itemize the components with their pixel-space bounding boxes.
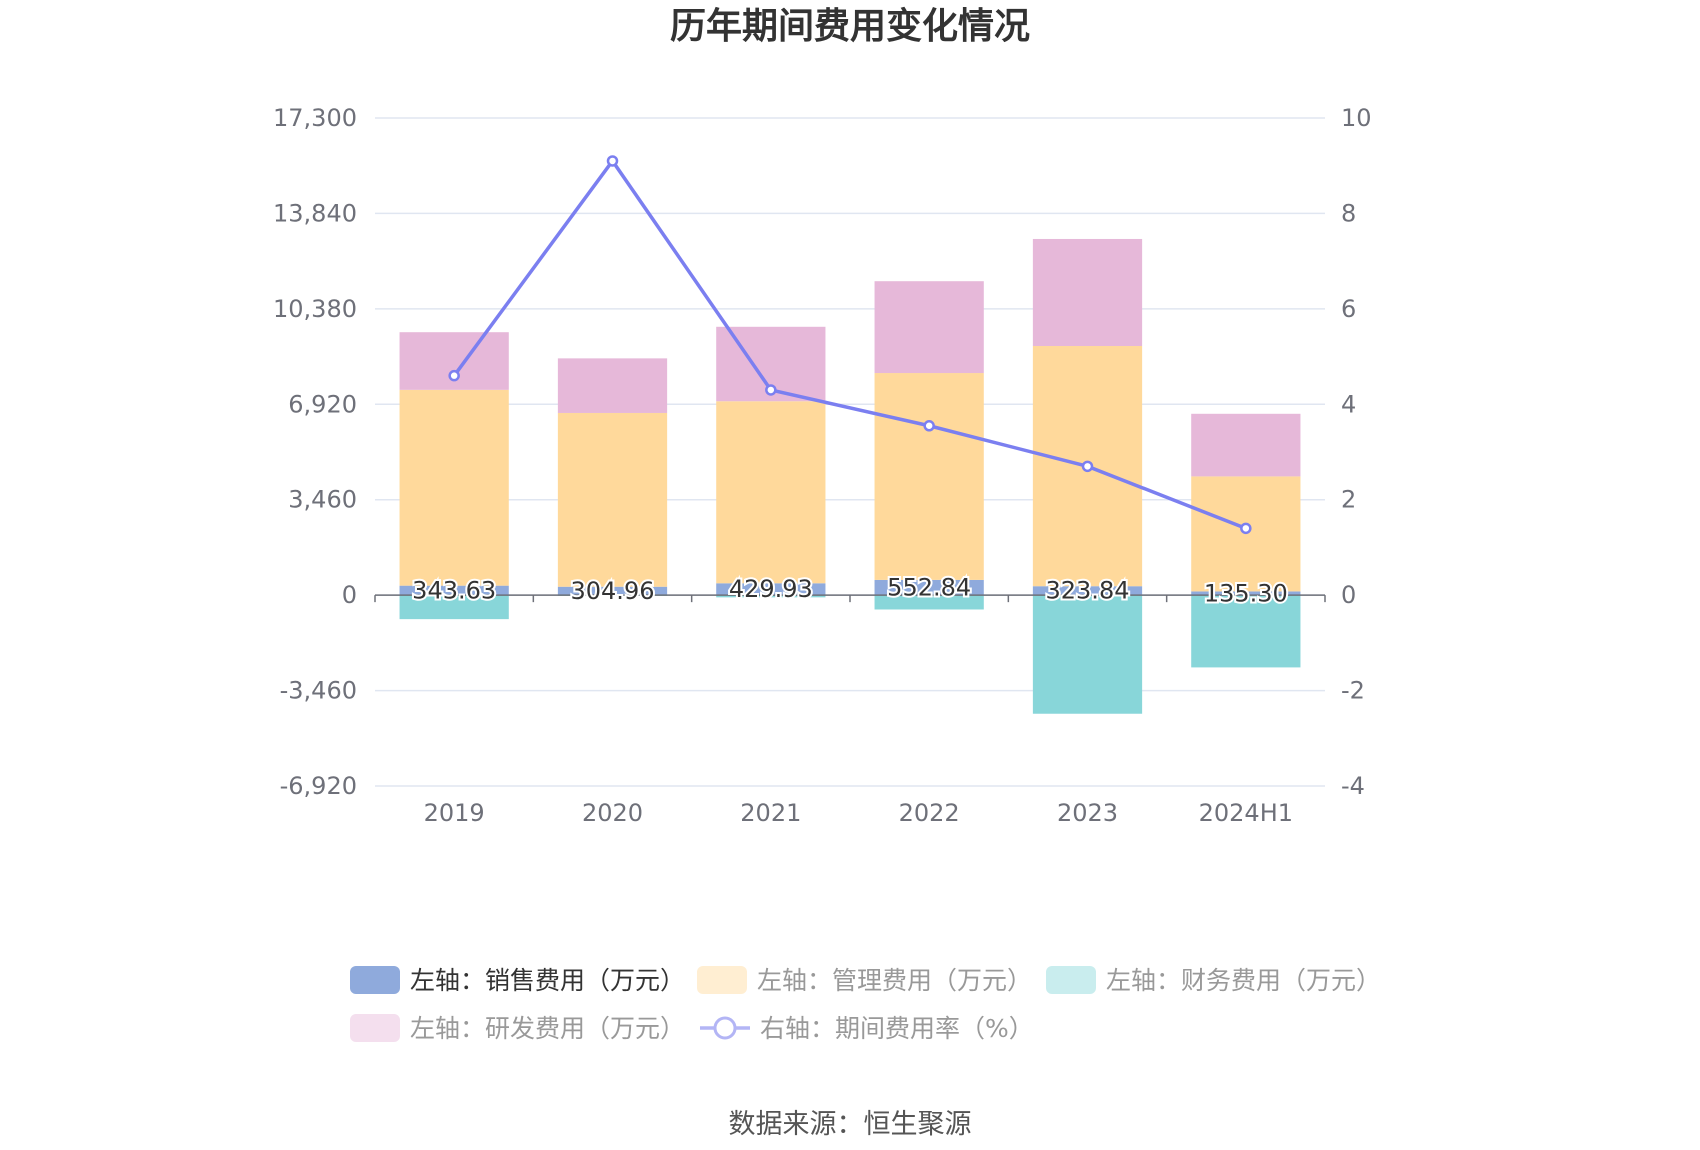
left-tick-label: 17,300 (273, 104, 357, 132)
legend-label: 左轴：财务费用（万元） (1106, 966, 1381, 995)
x-axis (374, 594, 1326, 603)
bars (399, 238, 1301, 714)
legend: 左轴：销售费用（万元） 左轴：管理费用（万元） 左轴：财务费用（万元） 左轴：研发费用… (350, 966, 1381, 1043)
bar-series2-2022 (874, 373, 984, 580)
right-tick-label: 4 (1341, 390, 1356, 418)
bar-series1-2024H1 (1191, 591, 1301, 596)
gridlines (375, 117, 1325, 787)
rate-point-2024H1 (1240, 522, 1252, 535)
x-axis-labels: 2019 2020 2021 2022 2023 2024H1 (424, 799, 1293, 827)
right-tick-label: 10 (1341, 104, 1372, 132)
right-tick-label: 2 (1341, 486, 1356, 514)
x-tick-label: 2023 (1057, 799, 1118, 827)
bar-series4-2023 (1032, 238, 1143, 346)
left-tick-label: 13,840 (273, 199, 357, 227)
bar-series1-2020 (557, 586, 668, 596)
bar-series4-2024H1 (1191, 413, 1301, 477)
data-labels: 343.63 304.96 429.93 552.84 323.84 135.30 (410, 572, 1290, 610)
rate-line (448, 155, 1252, 535)
left-tick-label: 6,920 (288, 390, 357, 418)
bar-series1-2023 (1032, 586, 1143, 596)
bar-series3-2024H1 (1191, 595, 1301, 668)
right-tick-label: 8 (1341, 199, 1356, 227)
rate-point-2021 (765, 384, 777, 396)
left-axis: 17,300 13,840 10,380 6,920 3,460 0 -3,460 -6,92… (273, 104, 357, 800)
bar-series1-2022 (874, 579, 984, 596)
x-tick-label: 2022 (899, 799, 960, 827)
bar-series4-2020 (557, 358, 668, 413)
data-label: 323.84 (1046, 577, 1130, 605)
legend-swatch (350, 966, 400, 994)
rate-point-2023 (1081, 460, 1094, 473)
right-tick-label: -4 (1341, 772, 1365, 800)
right-axis: 10 8 6 4 2 0 -2 -4 (1341, 104, 1372, 800)
bar-series3-2022 (874, 595, 984, 610)
bar-series2-2019 (399, 389, 509, 586)
bar-series1-2021 (716, 583, 826, 596)
legend-label: 左轴：管理费用（万元） (757, 966, 1032, 995)
right-tick-label: 0 (1341, 581, 1356, 609)
x-tick-label: 2024H1 (1199, 799, 1293, 827)
legend-swatch (697, 966, 747, 994)
rate-point-2019 (448, 369, 460, 382)
x-tick-label: 2021 (740, 799, 801, 827)
left-tick-label: 3,460 (288, 486, 357, 514)
right-tick-label: -2 (1341, 677, 1365, 705)
bar-series2-2021 (716, 401, 826, 584)
legend-label: 右轴：期间费用率（%） (760, 1014, 1034, 1043)
legend-label: 左轴：销售费用（万元） (410, 966, 685, 995)
data-label: 429.93 (729, 575, 813, 603)
left-tick-label: -6,920 (280, 772, 357, 800)
data-label: 552.84 (887, 574, 971, 602)
bar-series1-2019 (399, 585, 509, 596)
right-tick-label: 6 (1341, 295, 1356, 323)
data-label: 135.30 (1204, 579, 1288, 607)
left-tick-label: 10,380 (273, 295, 357, 323)
bar-series3-2019 (399, 595, 509, 620)
data-label: 343.63 (412, 576, 496, 604)
source-note: 数据来源：恒生聚源 (729, 1109, 972, 1140)
bar-series3-2023 (1032, 595, 1143, 714)
legend-swatch (1046, 966, 1096, 994)
left-tick-label: -3,460 (280, 677, 357, 705)
rate-line-path (452, 157, 1247, 530)
rate-point-2022 (923, 420, 935, 432)
legend-label: 左轴：研发费用（万元） (410, 1014, 685, 1043)
x-tick-label: 2019 (424, 799, 485, 827)
data-label: 304.96 (571, 577, 655, 605)
chart-title: 历年期间费用变化情况 (670, 5, 1030, 47)
x-tick-label: 2020 (582, 799, 643, 827)
legend-swatch (350, 1014, 400, 1042)
legend-marker (713, 1016, 737, 1040)
rate-point-2020 (606, 155, 619, 167)
bar-series2-2020 (557, 412, 668, 587)
left-tick-label: 0 (342, 581, 357, 609)
bar-series4-2022 (874, 281, 984, 374)
bar-series3-2021 (716, 595, 826, 598)
